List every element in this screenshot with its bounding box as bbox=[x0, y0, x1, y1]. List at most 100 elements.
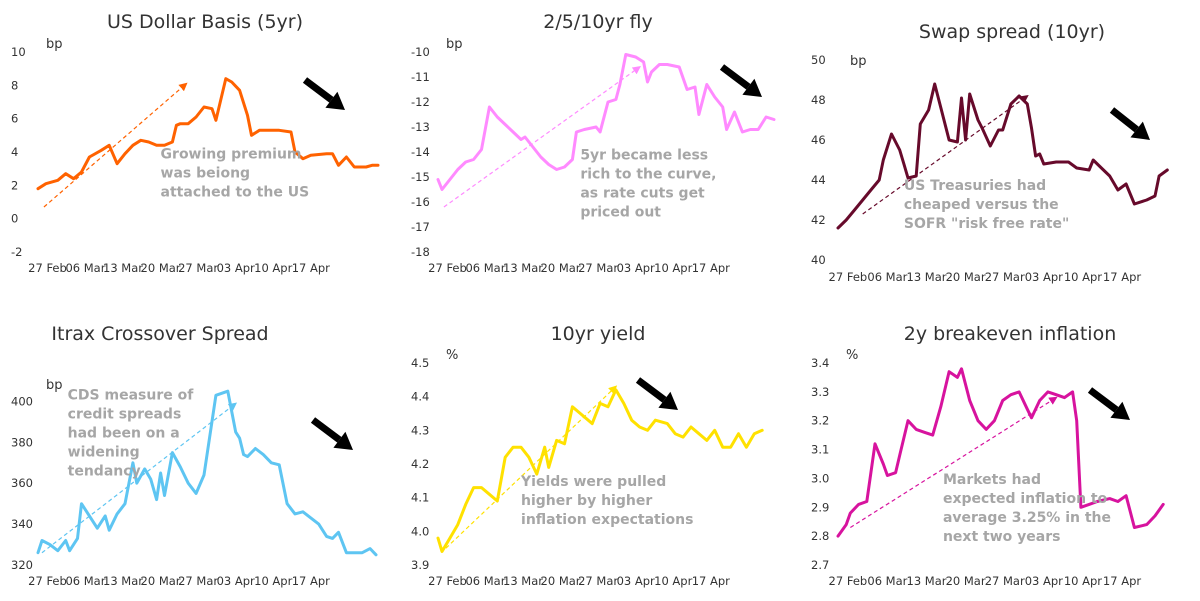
y-tick-label: 2 bbox=[11, 178, 18, 192]
chart-title: Itrax Crossover Spread bbox=[51, 323, 268, 345]
x-tick-label: 27 Feb bbox=[428, 261, 467, 275]
x-tick-label: 20 Mar bbox=[141, 261, 181, 275]
x-tick-label: 13 Mar bbox=[907, 270, 947, 284]
y-tick-label: 40 bbox=[811, 253, 826, 267]
chart-panel-5: 10yr yield% 3.9 4.0 4.1 4.2 4.3 4.4 4.5 27 Feb06… bbox=[411, 323, 764, 588]
x-tick-label: 03 Apr bbox=[617, 261, 655, 275]
annotation-text: priced out bbox=[580, 205, 661, 221]
x-tick-label: 13 Mar bbox=[907, 574, 947, 588]
y-tick-label: 2.8 bbox=[811, 529, 829, 543]
series-line bbox=[836, 367, 1165, 538]
direction-arrow-shaft bbox=[719, 64, 751, 90]
chart-panel-6: 2y breakeven inflation% 2.7 2.8 2.9 3.0 3.1 3.… bbox=[811, 323, 1165, 588]
x-tick-label: 10 Apr bbox=[1064, 270, 1102, 284]
trend-line bbox=[43, 82, 188, 208]
x-tick-label: 27 Mar bbox=[985, 574, 1025, 588]
x-tick-label: 27 Feb bbox=[428, 574, 467, 588]
unit-label: % bbox=[846, 348, 858, 363]
annotation-text: had been on a bbox=[68, 425, 180, 441]
y-tick-label: -15 bbox=[411, 170, 430, 184]
x-tick-label: 27 Feb bbox=[829, 270, 868, 284]
annotation-text: expected inflation to bbox=[943, 491, 1108, 507]
y-tick-label: 400 bbox=[11, 394, 33, 408]
chart-title: Swap spread (10yr) bbox=[919, 21, 1105, 43]
annotation-text: was beiong bbox=[161, 166, 251, 182]
y-tick-label: 3.3 bbox=[811, 385, 829, 399]
direction-arrow-icon bbox=[742, 78, 762, 97]
y-tick-label: 6 bbox=[11, 112, 18, 126]
y-tick-label: 3.2 bbox=[811, 414, 829, 428]
annotation-text: credit spreads bbox=[68, 406, 182, 422]
annotation-text: higher by higher bbox=[521, 493, 652, 509]
direction-arrow-icon bbox=[325, 91, 345, 110]
series-line bbox=[436, 388, 764, 553]
series-line bbox=[36, 77, 380, 191]
y-tick-label: 44 bbox=[811, 173, 826, 187]
x-tick-label: 13 Mar bbox=[503, 574, 543, 588]
x-tick-label: 10 Apr bbox=[1064, 574, 1102, 588]
annotation-text: inflation expectations bbox=[521, 512, 693, 528]
y-tick-label: 4.5 bbox=[411, 356, 429, 370]
y-tick-label: 4.3 bbox=[411, 423, 429, 437]
x-tick-label: 20 Mar bbox=[541, 574, 581, 588]
annotation-text: 5yr became less bbox=[580, 148, 708, 164]
y-tick-label: 0 bbox=[11, 212, 18, 226]
annotation-text: as rate cuts get bbox=[580, 186, 705, 202]
chart-title: 2/5/10yr fly bbox=[543, 11, 652, 33]
x-tick-label: 13 Mar bbox=[503, 261, 543, 275]
y-tick-label: -18 bbox=[411, 245, 430, 259]
chart-panel-1: US Dollar Basis (5yr) bp -2 0 2 4 6 8 10 27 Feb06… bbox=[11, 11, 380, 275]
unit-label: bp bbox=[446, 37, 463, 52]
trend-line bbox=[443, 66, 641, 208]
y-tick-label: 320 bbox=[11, 558, 33, 572]
trend-line bbox=[850, 396, 1058, 528]
y-tick-label: 2.7 bbox=[811, 558, 829, 572]
annotation-text: Yields were pulled bbox=[520, 474, 666, 490]
chart-title: 2y breakeven inflation bbox=[904, 323, 1117, 345]
x-tick-label: 03 Apr bbox=[1025, 574, 1063, 588]
annotation-text: widening bbox=[68, 444, 140, 460]
direction-arrow-icon bbox=[658, 391, 678, 410]
annotation-text: SOFR "risk free rate" bbox=[904, 216, 1069, 232]
x-tick-label: 10 Apr bbox=[254, 261, 292, 275]
y-tick-label: -17 bbox=[411, 220, 430, 234]
x-tick-label: 20 Mar bbox=[141, 574, 181, 588]
series-line bbox=[836, 82, 1169, 230]
y-tick-label: -2 bbox=[11, 245, 22, 259]
y-tick-label: 42 bbox=[811, 213, 826, 227]
x-tick-label: 27 Mar bbox=[578, 261, 618, 275]
unit-label: bp bbox=[46, 37, 63, 52]
y-tick-label: 2.9 bbox=[811, 500, 829, 514]
direction-arrow-icon bbox=[1110, 401, 1130, 420]
trend-line bbox=[862, 95, 1029, 215]
y-tick-label: 4 bbox=[11, 145, 18, 159]
x-tick-label: 17 Apr bbox=[292, 574, 330, 588]
x-tick-label: 27 Mar bbox=[985, 270, 1025, 284]
x-tick-label: 17 Apr bbox=[1103, 270, 1141, 284]
annotation-text: attached to the US bbox=[161, 185, 310, 201]
direction-arrow-shaft bbox=[1109, 107, 1139, 133]
x-tick-label: 06 Mar bbox=[867, 270, 907, 284]
y-tick-label: 8 bbox=[11, 78, 18, 92]
direction-arrow-shaft bbox=[1087, 387, 1119, 413]
direction-arrow-icon bbox=[1130, 121, 1150, 140]
x-tick-label: 10 Apr bbox=[254, 574, 292, 588]
x-tick-label: 17 Apr bbox=[292, 261, 330, 275]
y-tick-label: 4.2 bbox=[411, 457, 429, 471]
y-tick-label: -16 bbox=[411, 195, 430, 209]
chart-title: US Dollar Basis (5yr) bbox=[107, 11, 303, 33]
annotation-text: rich to the curve, bbox=[580, 167, 716, 183]
x-tick-label: 20 Mar bbox=[541, 261, 581, 275]
y-tick-label: 3.0 bbox=[811, 471, 829, 485]
unit-label: % bbox=[446, 348, 458, 363]
chart-panel-2: 2/5/10yr fly bp -18 -17 -16 -15 -14 -13 -12 -11 -1… bbox=[411, 11, 776, 275]
y-tick-label: 50 bbox=[811, 53, 826, 67]
y-tick-label: 4.0 bbox=[411, 524, 429, 538]
y-tick-label: -10 bbox=[411, 45, 430, 59]
y-tick-label: 360 bbox=[11, 476, 33, 490]
annotation-text: average 3.25% in the bbox=[943, 510, 1111, 526]
x-tick-label: 06 Mar bbox=[65, 574, 105, 588]
x-tick-label: 10 Apr bbox=[654, 261, 692, 275]
x-tick-label: 27 Feb bbox=[28, 261, 67, 275]
